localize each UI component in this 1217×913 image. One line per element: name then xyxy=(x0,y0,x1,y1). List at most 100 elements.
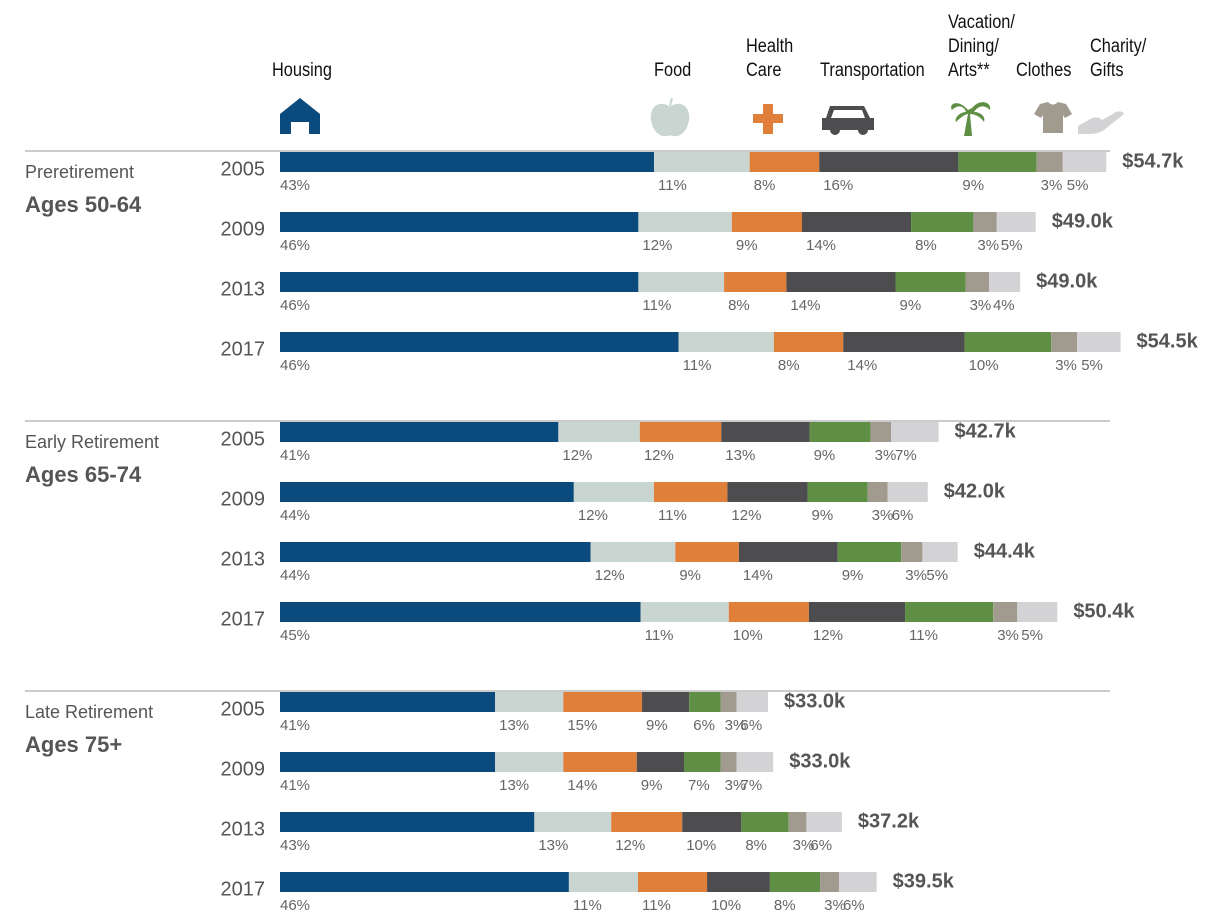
segment-label: 3% xyxy=(725,777,747,794)
year-label: 2017 xyxy=(221,878,266,900)
segment-label: 3% xyxy=(824,897,846,913)
bar-segment xyxy=(558,422,640,442)
bar-segment xyxy=(1051,332,1078,352)
bar-segment xyxy=(642,692,690,712)
bar-segment xyxy=(788,812,807,832)
segment-label: 3% xyxy=(997,627,1019,644)
bar-segment xyxy=(807,482,868,502)
segment-label: 6% xyxy=(892,507,914,524)
segment-label: 11% xyxy=(645,627,674,644)
segment-label: 12% xyxy=(562,447,592,464)
bar-segment xyxy=(801,212,912,232)
segment-label: 12% xyxy=(813,627,843,644)
bar-segment xyxy=(568,872,638,892)
total-label: $42.0k xyxy=(944,480,1006,502)
legend-header: Clothes xyxy=(1016,60,1072,81)
bar-segment xyxy=(495,752,564,772)
segment-label: 15% xyxy=(567,717,597,734)
total-label: $42.7k xyxy=(955,420,1017,442)
bar-segment xyxy=(887,482,928,502)
segment-label: 3% xyxy=(977,237,999,254)
segment-label: 10% xyxy=(733,627,763,644)
bar-segment xyxy=(838,872,877,892)
bar-segment xyxy=(749,152,820,172)
segment-label: 9% xyxy=(646,717,668,734)
segment-label: 9% xyxy=(962,177,984,194)
bar-segment xyxy=(964,332,1052,352)
segment-label: 12% xyxy=(578,507,608,524)
bar-segment xyxy=(280,542,591,562)
segment-label: 3% xyxy=(793,837,815,854)
total-label: $44.4k xyxy=(974,540,1036,562)
bar-segment xyxy=(280,272,639,292)
bar-segment xyxy=(820,872,839,892)
segment-label: 13% xyxy=(499,717,529,734)
bar-segment xyxy=(689,692,721,712)
housing-icon xyxy=(280,98,320,134)
bar-segment xyxy=(895,272,966,292)
bar-segment xyxy=(727,482,808,502)
year-label: 2017 xyxy=(221,608,266,630)
segment-label: 46% xyxy=(280,237,310,254)
segment-label: 3% xyxy=(1041,177,1063,194)
bar-segment xyxy=(720,692,737,712)
health-icon xyxy=(753,104,783,134)
bar-segment xyxy=(806,812,842,832)
legend-header: Housing xyxy=(272,60,332,81)
segment-label: 11% xyxy=(658,507,687,524)
segment-label: 45% xyxy=(280,627,310,644)
segment-label: 8% xyxy=(754,177,776,194)
segment-label: 6% xyxy=(693,717,715,734)
segment-label: 11% xyxy=(909,627,938,644)
segment-label: 5% xyxy=(1021,627,1043,644)
segment-label: 14% xyxy=(790,297,820,314)
segment-label: 13% xyxy=(725,447,755,464)
segment-label: 3% xyxy=(872,507,894,524)
bar-segment xyxy=(640,602,729,622)
segment-label: 3% xyxy=(970,297,992,314)
segment-label: 7% xyxy=(740,777,762,794)
segment-label: 9% xyxy=(812,507,834,524)
total-label: $33.0k xyxy=(784,690,846,712)
segment-label: 6% xyxy=(843,897,865,913)
total-label: $50.4k xyxy=(1073,600,1135,622)
vacation-icon xyxy=(951,102,991,136)
bar-segment xyxy=(867,482,888,502)
segment-label: 44% xyxy=(280,567,310,584)
segment-label: 14% xyxy=(847,357,877,374)
bar-segment xyxy=(905,602,994,622)
segment-label: 5% xyxy=(1081,357,1103,374)
bar-segment xyxy=(638,212,732,232)
total-label: $39.5k xyxy=(893,870,955,892)
bar-segment xyxy=(280,692,496,712)
group-label: Late Retirement xyxy=(25,702,153,722)
bar-segment xyxy=(996,212,1036,232)
segment-label: 41% xyxy=(280,777,310,794)
year-label: 2009 xyxy=(221,758,266,780)
bar-segment xyxy=(1062,152,1107,172)
segment-label: 8% xyxy=(774,897,796,913)
bar-segment xyxy=(973,212,997,232)
bar-segment xyxy=(636,752,685,772)
segment-label: 11% xyxy=(658,177,687,194)
total-label: $54.5k xyxy=(1137,330,1199,352)
group-sublabel: Ages 65-74 xyxy=(25,462,142,487)
bar-segment xyxy=(280,332,679,352)
bar-segment xyxy=(736,752,774,772)
bar-segment xyxy=(911,212,974,232)
bar-segment xyxy=(728,602,809,622)
segment-label: 11% xyxy=(642,297,671,314)
group-sublabel: Ages 50-64 xyxy=(25,192,142,217)
segment-label: 3% xyxy=(905,567,927,584)
bar-segment xyxy=(724,272,787,292)
bar-segment xyxy=(563,692,643,712)
total-label: $54.7k xyxy=(1122,150,1184,172)
bar-segment xyxy=(573,482,654,502)
segment-label: 16% xyxy=(823,177,853,194)
legend-header: Food xyxy=(654,60,692,81)
segment-label: 7% xyxy=(688,777,710,794)
segment-label: 11% xyxy=(683,357,712,374)
segment-label: 14% xyxy=(743,567,773,584)
bar-segment xyxy=(738,542,838,562)
